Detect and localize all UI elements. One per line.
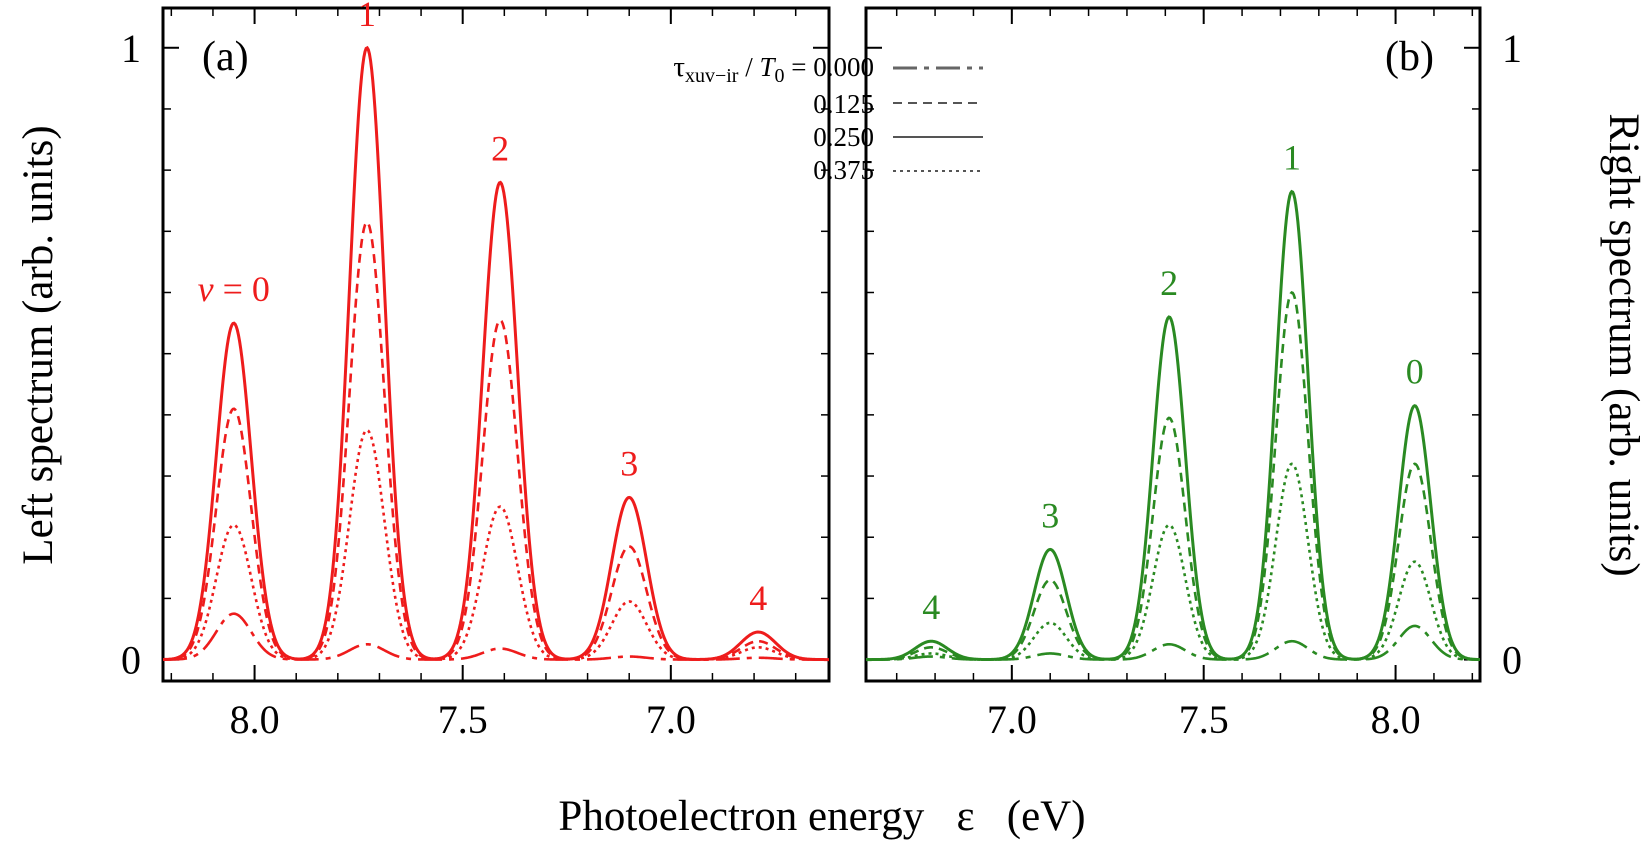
peak-label: 3	[1041, 495, 1059, 535]
x-tick-label: 7.5	[1179, 697, 1229, 742]
peak-label: 1	[1283, 138, 1301, 178]
legend-t-subscript: 0	[775, 65, 785, 87]
legend-entry-0-value: 0.000	[813, 52, 874, 82]
y-tick-label: 1	[121, 26, 141, 71]
legend-tau-symbol: τ	[673, 51, 685, 83]
right-panel-label: (b)	[1385, 34, 1434, 80]
peak-label-rest: = 0	[214, 269, 270, 309]
legend-equals: =	[785, 52, 814, 82]
x-tick-label: 8.0	[1371, 697, 1421, 742]
peak-label: 1	[358, 0, 376, 34]
x-tick-label: 8.0	[230, 697, 280, 742]
x-tick-label: 7.0	[987, 697, 1037, 742]
left-panel-frame	[161, 6, 831, 683]
y-tick-label: 0	[1502, 638, 1522, 683]
legend: τxuv−ir / T0 = 0.000 0.125 0.250 0.375	[673, 51, 983, 185]
right-spectrum-plot: 7.0 7.5 8.0 0 1 4 3 2 1 0	[866, 8, 1522, 742]
legend-slash: /	[738, 52, 759, 82]
peak-label: 2	[1160, 263, 1178, 303]
left-panel-label: (a)	[202, 34, 249, 80]
legend-header: τxuv−ir / T0 = 0.000	[673, 51, 874, 87]
peak-label: 0	[1406, 352, 1424, 392]
y-tick-label: 0	[121, 638, 141, 683]
series-dotted-0.375	[866, 462, 1481, 661]
series-dashdot-0.000	[163, 612, 829, 661]
x-axis-title: Photoelectron energy ε (eV)	[558, 793, 1085, 840]
legend-t-symbol: T	[759, 52, 776, 82]
x-tick-label: 7.5	[438, 697, 488, 742]
series-dashed-0.125	[162, 220, 829, 661]
peak-label: 4	[749, 578, 767, 618]
right-panel-frame	[864, 6, 1482, 683]
x-tick-label: 7.0	[646, 697, 696, 742]
series-dotted-0.375	[162, 428, 829, 661]
peak-label: 3	[620, 443, 638, 483]
legend-entry-2-value: 0.250	[813, 122, 874, 152]
series-solid-0.250	[162, 45, 829, 662]
legend-tau-subscript: xuv−ir	[685, 65, 739, 87]
left-spectrum-plot: 8.0 7.5 7.0 0 1 v = 0 1 2 3 4	[121, 0, 829, 742]
peak-label: 4	[922, 587, 940, 627]
right-y-axis-title: Right spectrum (arb. units)	[1600, 113, 1644, 576]
peak-label-v: v	[198, 269, 214, 309]
left-y-axis-title: Left spectrum (arb. units)	[15, 125, 62, 564]
y-tick-label: 1	[1502, 26, 1522, 71]
legend-entry-1-value: 0.125	[813, 89, 874, 119]
peak-label: 2	[491, 128, 509, 168]
peak-label: v = 0	[198, 269, 270, 309]
series-solid-0.250	[866, 189, 1481, 662]
